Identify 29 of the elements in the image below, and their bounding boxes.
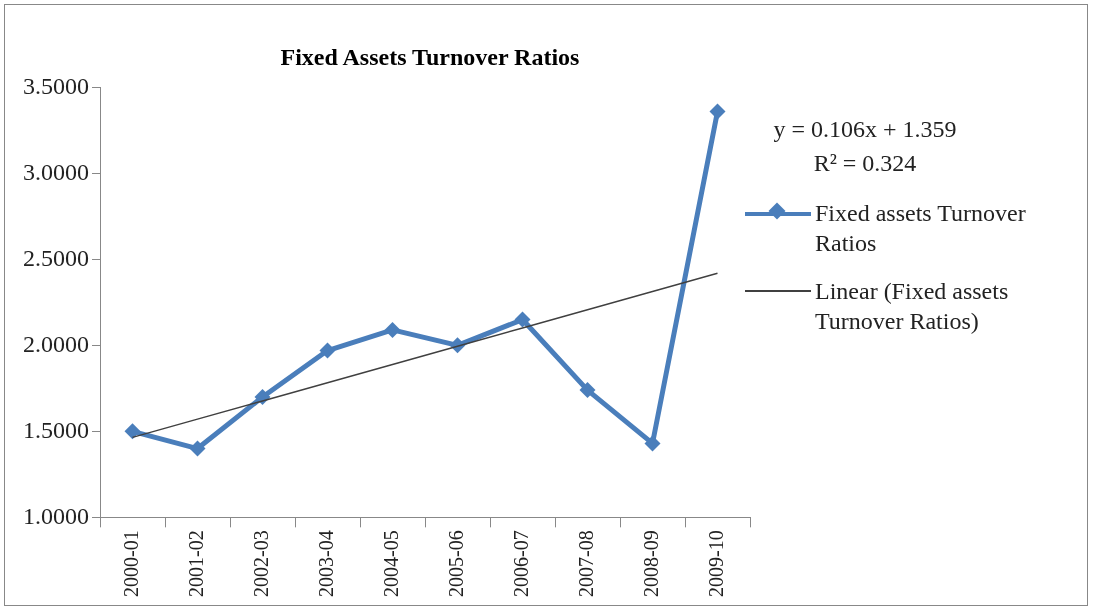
y-tick-label: 3.0000 [23,158,89,185]
point [189,440,206,457]
x-tick-label: 2008-09 [639,530,662,598]
x-tick-label: 2002-03 [249,530,272,598]
text: y = 0.106x + 1.359 [772,115,958,144]
legend-label: Linear (Fixed assets Turnover Ratios) [815,277,1010,336]
point [319,342,336,359]
y-tick-label: 2.5000 [23,244,89,271]
y-tick-label: 1.0000 [23,502,89,529]
x-tick-label: 2006-07 [509,530,532,598]
point [709,103,726,120]
point [644,435,661,452]
chart-title: Fixed Assets Turnover Ratios [279,44,581,71]
text: R² = 0.324 [812,149,918,178]
point [579,382,596,399]
legend-label: Fixed assets Turnover Ratios [815,199,1027,258]
point [514,311,531,328]
y-tick-label: 3.5000 [23,72,89,99]
point [124,423,141,440]
x-tick-label: 2007-08 [574,530,597,598]
x-tick-label: 2003-04 [314,530,337,598]
x-tick-label: 2004-05 [379,530,402,598]
y-tick-label: 2.0000 [23,330,89,357]
x-tick-label: 2001-02 [184,530,207,598]
x-tick-label: 2000-01 [119,530,142,598]
point [384,321,401,338]
y-tick-label: 1.5000 [23,416,89,443]
x-tick-label: 2005-06 [444,530,467,598]
x-tick-label: 2009-10 [704,530,727,598]
